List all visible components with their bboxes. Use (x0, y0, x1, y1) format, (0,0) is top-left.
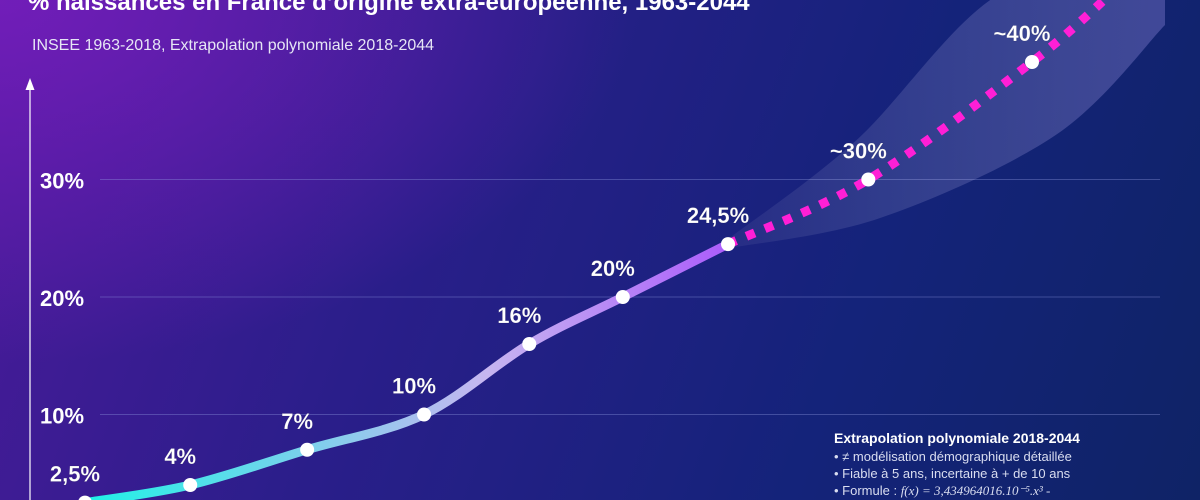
data-point (183, 478, 198, 492)
data-point (522, 337, 537, 351)
data-label: 16% (497, 303, 541, 328)
data-label: 24,5% (687, 203, 749, 228)
data-point (721, 237, 736, 252)
data-point (1025, 55, 1039, 69)
data-point (300, 442, 315, 457)
data-label: ~40% (994, 21, 1051, 46)
y-tick-label: 30% (40, 169, 84, 194)
y-tick-label: 10% (40, 404, 84, 429)
y-axis-arrow-icon (25, 78, 35, 90)
data-label: 2,5% (50, 462, 100, 487)
projection-series-line (726, 0, 1111, 249)
data-point (861, 172, 876, 187)
note-line-1: • ≠ modélisation démographique détaillée (834, 449, 1072, 464)
data-label: 4% (164, 444, 196, 469)
methodology-note: Extrapolation polynomiale 2018-2044 • ≠ … (834, 430, 1174, 499)
formula-text: f(x) = 3,434964016.10⁻⁵.x³ - (900, 483, 1051, 498)
uncertainty-band (726, 0, 1165, 249)
note-formula: • Formule : f(x) = 3,434964016.10⁻⁵.x³ - (834, 482, 1174, 499)
data-point (417, 407, 432, 422)
chart-title: % naissances en France d’origine extra-e… (28, 0, 750, 16)
data-label: ~30% (830, 139, 887, 164)
note-line-2: • Fiable à 5 ans, incertaine à + de 10 a… (834, 466, 1071, 481)
data-point (615, 290, 630, 304)
formula-prefix: • Formule : (834, 483, 901, 498)
chart-subtitle: INSEE 1963-2018, Extrapolation polynomia… (32, 37, 435, 54)
data-label: 20% (591, 256, 635, 281)
data-point (78, 495, 92, 500)
note-title: Extrapolation polynomiale 2018-2044 (834, 430, 1080, 446)
data-label: 10% (392, 374, 436, 399)
y-tick-label: 20% (40, 286, 84, 311)
data-label: 7% (281, 409, 313, 434)
